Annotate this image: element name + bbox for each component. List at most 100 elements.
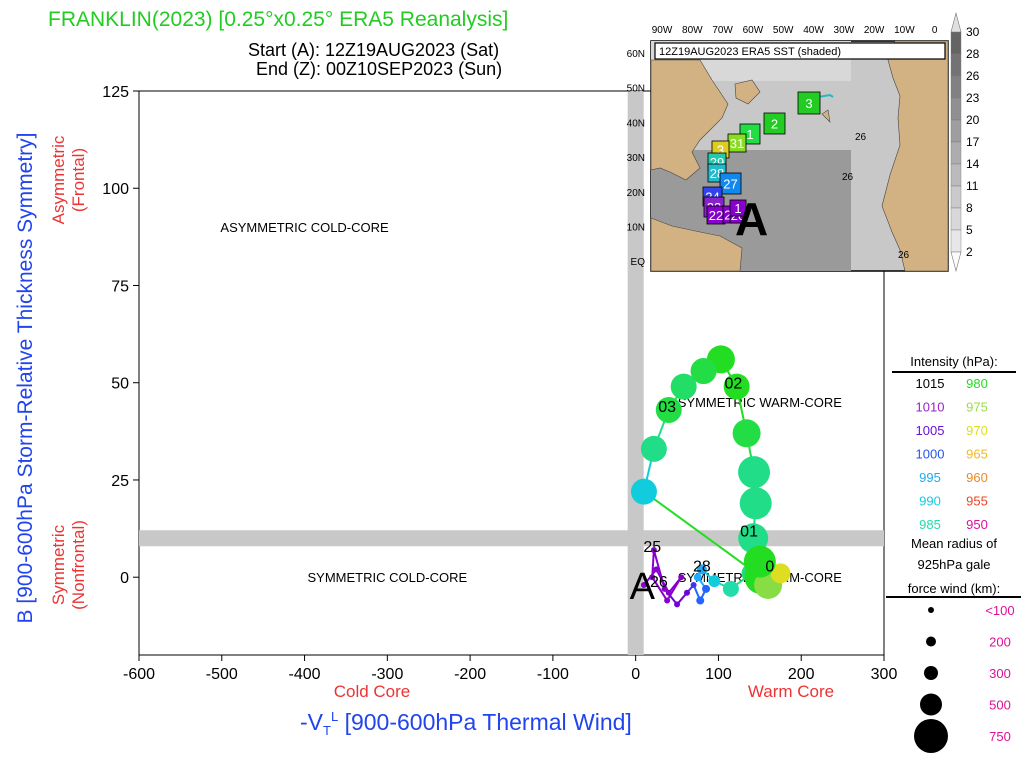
newfoundland-land — [734, 79, 761, 105]
track-point — [674, 601, 681, 608]
intensity-legend-item: 960 — [966, 470, 988, 485]
track-point — [743, 545, 776, 578]
track-point — [690, 358, 717, 385]
intensity-legend-item: 955 — [966, 494, 988, 509]
inset-track-label: 22 — [709, 208, 723, 223]
track-point — [723, 373, 750, 400]
colorbar-bin — [950, 141, 962, 165]
inset-track-marker — [763, 112, 786, 135]
track-point — [732, 419, 761, 448]
colorbar-labels: 30 28 26 23 20 17 14 11 8 5 2 — [966, 25, 980, 259]
radius-legend-circle — [924, 666, 938, 680]
x-tick-label: -200 — [454, 666, 486, 683]
y-tick-label: 25 — [111, 473, 129, 490]
inset-lon-label: 10W — [894, 25, 915, 36]
colorbar-label: 23 — [966, 91, 980, 105]
colorbar-bins — [950, 31, 962, 253]
track-point — [640, 581, 647, 588]
intensity-legend-item: 990 — [919, 494, 941, 509]
track-point — [661, 585, 668, 592]
inset-track: 32131329282724232221201 — [702, 91, 821, 225]
x-axis-label-rest: [900-600hPa Thermal Wind] — [338, 709, 632, 735]
south-america-land — [650, 217, 743, 272]
track-point — [665, 589, 672, 596]
radius-legend-circle — [920, 693, 942, 716]
azores-land — [821, 109, 831, 123]
inset-lon-label: 70W — [712, 25, 733, 36]
quadrant-label: ASYMMETRIC COLD-CORE — [220, 220, 389, 235]
time-label: 02 — [724, 376, 742, 393]
x-axis-label-sub: T — [323, 723, 331, 738]
intensity-legend-item: 1005 — [916, 423, 945, 438]
intensity-legend-items: 1015 980 1010 975 1005 970 1000 965 995 960 990 955… — [916, 376, 988, 532]
radius-legend-circle — [914, 719, 948, 753]
track-points — [630, 345, 791, 608]
y-tick-label: 75 — [111, 278, 129, 295]
inset-lat-label: 50N — [627, 84, 645, 95]
intensity-legend-item: 970 — [966, 423, 988, 438]
north-america-land — [650, 59, 729, 181]
colorbar-label: 17 — [966, 135, 980, 149]
inset-lon-label: 20W — [864, 25, 885, 36]
intensity-legend-title: Intensity (hPa): — [910, 354, 997, 369]
y-note-sym: Symmetric — [49, 524, 68, 605]
track-point — [739, 487, 772, 520]
radius-legend-title-2: 925hPa gale — [917, 557, 990, 572]
colorbar-label: 8 — [966, 201, 973, 215]
colorbar-top-arrow — [950, 11, 962, 33]
track-labels: 01 02 03 25 26 28 0 A — [630, 376, 775, 608]
quadrant-label: SYMMETRIC COLD-CORE — [308, 570, 468, 585]
isotherm-label: 26 — [855, 132, 867, 143]
inset-lat-labels: 60N 50N 40N 30N 20N 10N EQ — [627, 49, 646, 268]
track-point — [696, 596, 705, 605]
x-tick-label: -600 — [123, 666, 155, 683]
track-point — [722, 580, 739, 597]
time-label: 01 — [740, 524, 758, 541]
colorbar-bin — [950, 97, 962, 121]
inset-track-label: 1 — [746, 127, 753, 142]
inset-track-marker — [719, 172, 742, 195]
colorbar-label: 26 — [966, 69, 980, 83]
colorbar-label: 30 — [966, 25, 980, 39]
track-point — [683, 589, 690, 596]
intensity-legend-item: 965 — [966, 447, 988, 462]
isotherm-label: 26 — [842, 172, 854, 183]
inset-track-label: 3 — [805, 96, 812, 111]
inset-start-marker: A — [735, 193, 768, 245]
intensity-legend-item: 1000 — [916, 447, 945, 462]
track-point — [670, 373, 697, 400]
track-point — [702, 584, 711, 593]
x-note-cold: Cold Core — [334, 682, 411, 701]
inset-lon-label: 80W — [682, 25, 703, 36]
colorbar-bin — [950, 119, 962, 143]
time-label: 28 — [693, 559, 711, 576]
radius-legend-circle — [926, 636, 936, 647]
inset-title: 12Z19AUG2023 ERA5 SST (shaded) — [659, 46, 841, 58]
colorbar-bin — [950, 31, 962, 55]
radius-legend-label: 750 — [989, 729, 1011, 744]
colorbar-bin — [950, 75, 962, 99]
isotherm-label: 26 — [898, 250, 910, 261]
track-segment — [643, 490, 763, 579]
radius-legend-label: <100 — [985, 603, 1014, 618]
inset-track-label: 1 — [734, 201, 741, 216]
y-tick-label: 0 — [120, 570, 129, 587]
inset-lon-label: 30W — [834, 25, 855, 36]
track-segment — [666, 576, 683, 602]
x-ticks: -600 -500 -400 -300 -200 -100 0 100 200 300 — [123, 655, 897, 683]
track-point — [690, 581, 697, 588]
inset-map: 12Z19AUG2023 ERA5 SST (shaded) 90W 80W 70W… — [627, 25, 949, 272]
track-point — [664, 597, 671, 604]
start-marker: A — [630, 566, 656, 608]
inset-lat-label: 30N — [627, 153, 645, 164]
sst-colorbar: 30 28 26 23 20 17 14 11 8 5 2 — [950, 11, 980, 273]
intensity-legend-item: 1010 — [916, 400, 945, 415]
inset-lon-labels: 90W 80W 70W 60W 50W 40W 30W 20W 10W 0 — [652, 25, 938, 36]
time-label: 03 — [658, 399, 676, 416]
track-segment — [651, 549, 655, 578]
track-point — [630, 478, 657, 505]
track-point — [649, 574, 656, 581]
inset-lat-label: 20N — [627, 188, 645, 199]
plot-frame — [138, 90, 885, 656]
